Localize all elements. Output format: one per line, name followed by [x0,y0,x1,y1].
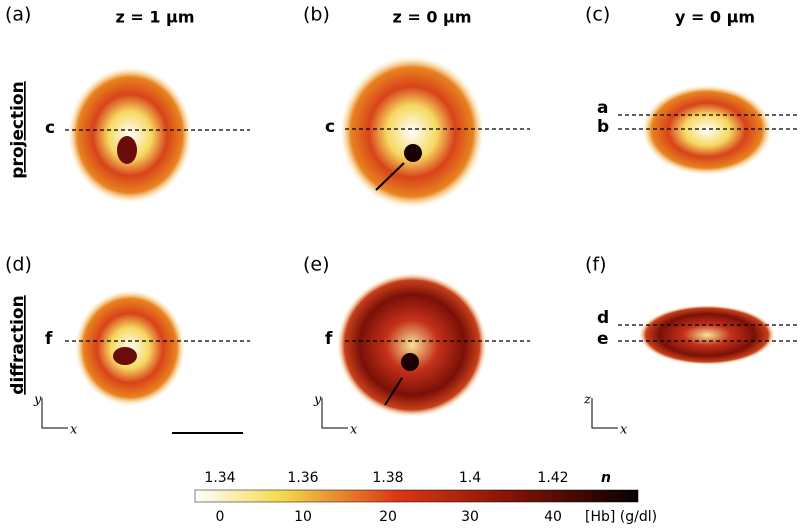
axis-label: y [33,393,42,408]
cut-label: f [45,329,53,349]
hb-title: [Hb] (g/dl) [585,509,657,525]
hb-label: 40 [544,509,562,525]
n-label: 1.34 [204,470,235,486]
cut-label: c [325,117,335,137]
n-label: 1.38 [372,470,403,486]
cut-label: a [597,98,608,118]
axis-label: x [70,423,78,438]
images [41,56,775,503]
panel-label: (c) [585,4,610,26]
hb-label: 20 [379,509,397,525]
cut-label: b [597,117,609,137]
row-label: diffraction [8,295,28,394]
panel-heading: z = 1 μm [115,8,194,27]
panel-label: (b) [303,4,330,26]
cut-label: d [597,308,609,328]
n-title: n [601,470,611,486]
panel-label: (d) [5,254,32,276]
texts: (a) z = 1 μm c (b) z = 0 μm c (c) y = 0 μm ab (d)… [5,4,800,525]
panel-heading: z = 0 μm [392,8,471,27]
axis-label: x [350,423,358,438]
hb-label: 0 [216,509,225,525]
panel-label: (a) [5,4,31,26]
cut-label: c [45,118,55,138]
axis-label: y [313,393,322,408]
cut-label: f [325,329,333,349]
axis-label: z [583,393,591,408]
n-label: 1.4 [459,470,481,486]
panel-label: (f) [585,254,607,276]
panel-label: (e) [303,254,330,276]
row-label: projection [8,81,28,178]
panel-heading: y = 0 μm [675,8,755,27]
n-label: 1.42 [537,470,568,486]
axis-label: x [620,423,628,438]
n-label: 1.36 [287,470,318,486]
cut-label: e [597,329,609,349]
hb-label: 30 [461,509,479,525]
hb-label: 10 [294,509,312,525]
